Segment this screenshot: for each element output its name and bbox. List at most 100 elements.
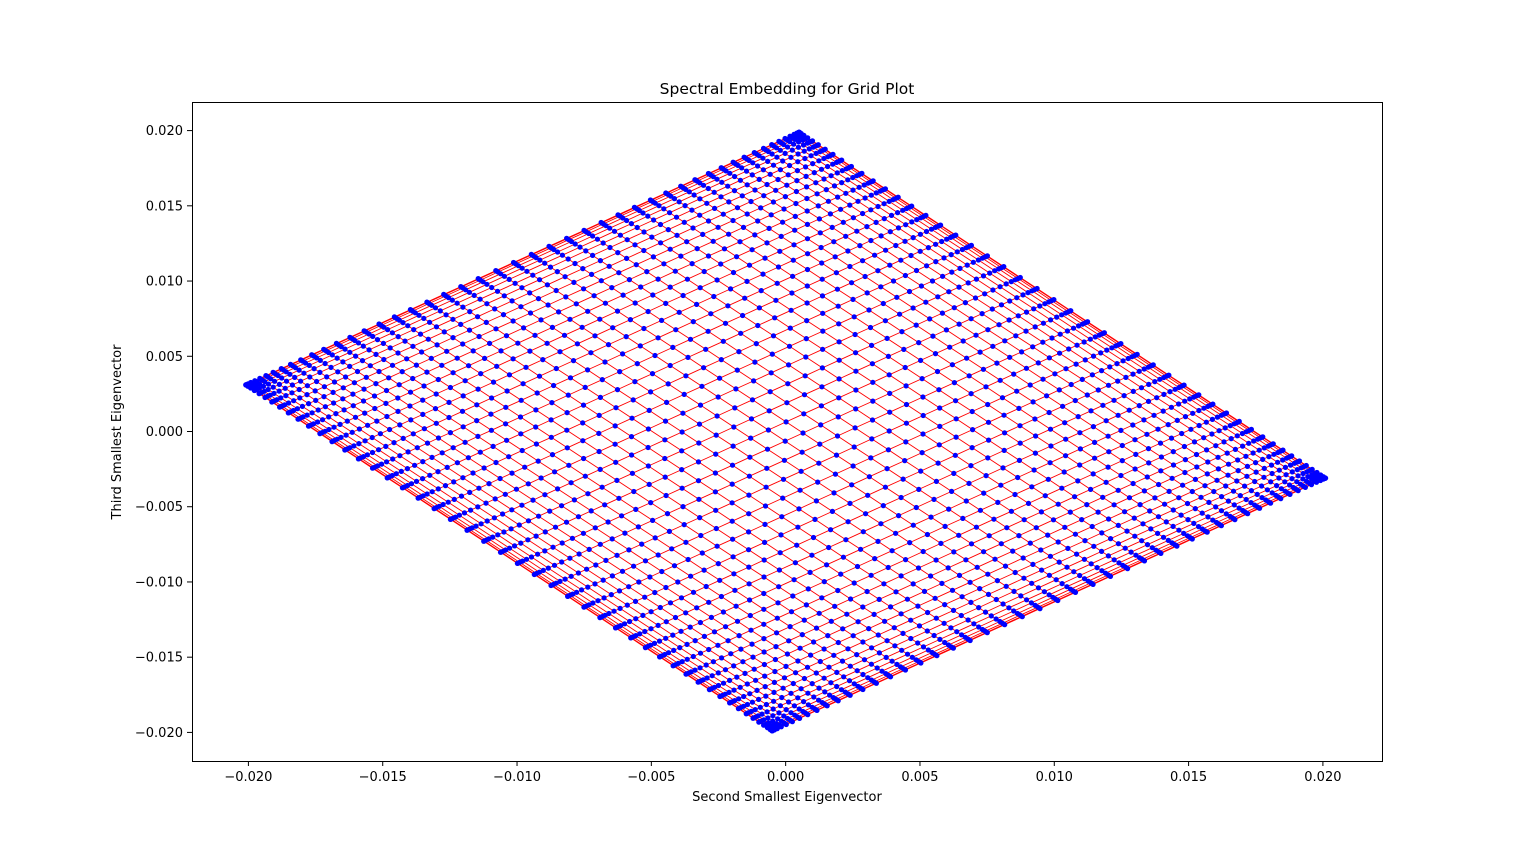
grid-point <box>960 515 966 522</box>
grid-point <box>1248 488 1254 494</box>
grid-point <box>804 195 810 202</box>
grid-point <box>997 377 1003 383</box>
grid-point <box>813 670 819 676</box>
grid-point <box>690 225 696 231</box>
grid-point <box>790 273 796 279</box>
grid-point <box>1111 502 1117 508</box>
grid-point <box>614 552 620 558</box>
grid-point <box>460 424 466 430</box>
grid-point <box>351 443 357 449</box>
grid-point <box>684 239 690 245</box>
grid-point <box>818 422 824 428</box>
grid-point <box>968 242 975 248</box>
grid-point <box>1266 454 1272 460</box>
grid-point <box>873 219 879 225</box>
grid-point <box>839 658 846 664</box>
grid-point <box>916 623 923 629</box>
grid-point <box>700 231 706 237</box>
grid-point <box>819 365 826 371</box>
grid-point <box>1099 568 1105 574</box>
grid-point <box>722 320 729 326</box>
grid-point <box>1011 608 1017 614</box>
grid-point <box>334 436 340 442</box>
grid-point <box>985 327 991 333</box>
grid-point <box>895 225 902 231</box>
grid-point <box>1201 405 1207 411</box>
grid-point <box>838 687 845 693</box>
grid-point <box>887 229 893 235</box>
grid-point <box>1182 469 1188 476</box>
grid-point <box>1141 366 1147 372</box>
grid-point <box>614 477 620 483</box>
grid-point <box>383 443 389 449</box>
grid-point <box>761 661 768 668</box>
grid-point <box>1106 516 1112 522</box>
grid-point <box>299 403 305 409</box>
y-tick-label: −0.015 <box>135 651 183 666</box>
grid-point <box>801 392 808 398</box>
grid-point <box>697 285 703 291</box>
grid-point <box>436 503 442 509</box>
grid-point <box>559 559 565 565</box>
grid-point <box>835 414 841 420</box>
grid-point <box>720 609 727 615</box>
grid-point <box>1278 486 1284 492</box>
grid-point <box>1189 488 1195 495</box>
grid-point <box>1225 498 1231 504</box>
grid-point <box>1276 467 1282 473</box>
grid-point <box>762 684 768 690</box>
grid-point <box>703 346 709 352</box>
grid-point <box>984 630 990 636</box>
grid-point <box>852 331 858 338</box>
grid-point <box>815 203 821 209</box>
grid-point <box>776 567 783 573</box>
grid-point <box>1012 491 1018 498</box>
grid-point <box>518 540 524 546</box>
grid-point <box>456 512 462 518</box>
grid-point <box>1280 447 1286 453</box>
grid-point <box>553 365 559 372</box>
grid-point <box>622 621 628 627</box>
grid-point <box>801 675 808 682</box>
grid-point <box>878 233 884 239</box>
grid-point <box>809 681 815 687</box>
grid-point <box>673 214 680 220</box>
grid-point <box>1000 601 1006 607</box>
grid-point <box>715 394 721 400</box>
grid-point <box>805 135 811 141</box>
grid-point <box>1172 386 1178 392</box>
grid-point <box>715 642 721 648</box>
grid-point <box>473 523 479 529</box>
grid-point <box>1045 532 1051 538</box>
grid-point <box>1055 501 1061 507</box>
grid-point <box>257 381 263 387</box>
grid-point <box>791 703 798 709</box>
grid-point <box>449 297 455 303</box>
grid-point <box>609 285 615 291</box>
grid-point <box>731 571 737 577</box>
grid-point <box>1084 502 1090 508</box>
grid-point <box>785 381 791 387</box>
grid-point <box>1133 451 1139 457</box>
grid-point <box>804 318 810 324</box>
grid-point <box>705 185 711 192</box>
grid-point <box>851 314 857 320</box>
grid-point <box>855 198 861 204</box>
grid-point <box>746 262 753 268</box>
grid-point <box>680 292 686 299</box>
grid-point <box>635 524 642 530</box>
grid-point <box>989 306 995 312</box>
grid-point <box>363 374 369 380</box>
grid-point <box>1084 392 1090 398</box>
grid-point <box>719 179 725 185</box>
grid-point <box>1136 368 1142 374</box>
grid-point <box>1095 509 1101 515</box>
grid-point <box>799 632 805 638</box>
grid-point <box>712 205 718 211</box>
grid-point <box>276 388 282 394</box>
grid-point <box>610 325 616 331</box>
grid-point <box>821 675 827 681</box>
grid-point <box>451 479 457 485</box>
grid-point <box>461 510 468 516</box>
grid-point <box>714 413 720 419</box>
